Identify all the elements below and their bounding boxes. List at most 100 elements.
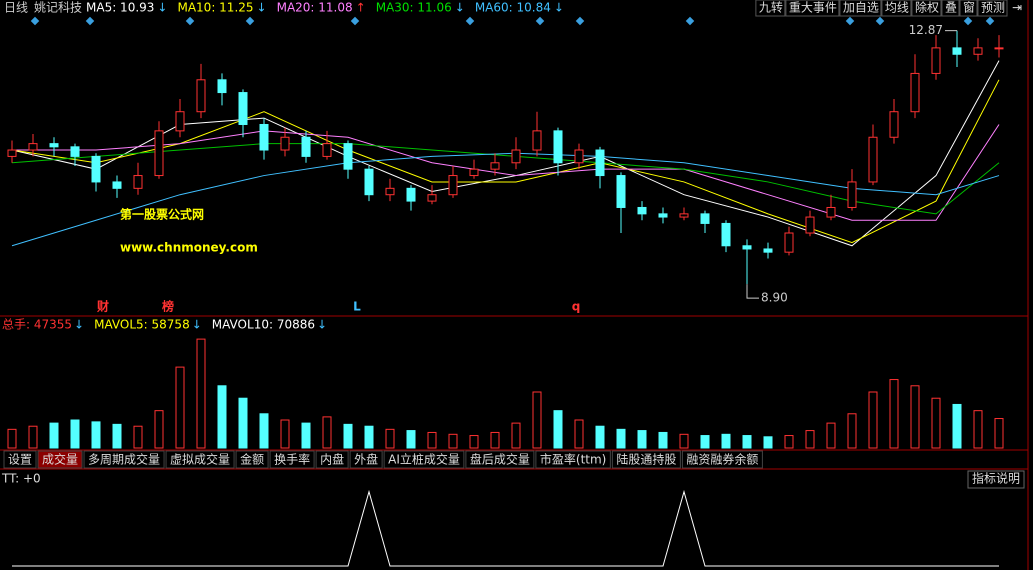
low-pointer [746,284,759,299]
volume-bar [826,422,836,449]
candle-body [994,47,1004,50]
candle-body [322,143,332,157]
candle-body [574,149,584,164]
stock-name: 姚记科技 [34,1,82,15]
candle-body [910,72,920,113]
indicator-tab[interactable]: 盘后成交量 [470,452,530,467]
toolbar-button[interactable]: 加自选 [843,1,879,15]
period-label: 日线 [4,1,28,15]
volume-bar [28,425,38,449]
volume-bar [658,431,668,449]
tab-frame [165,450,235,469]
candle-body [826,206,836,218]
candle-body [280,136,290,151]
event-marker [30,16,40,26]
tab-frame [235,450,269,469]
low-label: 8.90 [761,291,788,305]
button-frame [977,0,1008,17]
candle-body [259,123,269,151]
volume-bar [343,423,353,449]
toolbar-button[interactable]: 预测 [981,1,1005,15]
button-frame [941,0,960,17]
volume-bar [91,421,101,449]
volume-bar [805,430,815,449]
toolbar-button[interactable]: 叠 [945,1,957,15]
candle-body [49,143,59,148]
toolbar-button[interactable]: 重大事件 [789,1,837,15]
candle-body [742,245,752,250]
indicator-tab[interactable]: AI立桩成交量 [388,452,460,467]
volume-bar [133,425,143,449]
candle-body [616,175,626,208]
volume-bar [469,435,479,449]
candle-body [448,175,458,196]
volume-bar [301,422,311,449]
candle-body [637,206,647,215]
candle-body [196,79,206,113]
volume-bar [196,338,206,449]
candle-body [112,181,122,189]
toolbar-button[interactable]: 均线 [885,1,909,15]
volume-bar [406,430,416,449]
event-tag: 财 [96,299,109,314]
event-tag: L [353,300,361,314]
volume-bar [763,436,773,449]
candle-body [763,248,773,253]
button-frame [967,470,1025,489]
candle-body [91,155,101,183]
volume-bar [364,425,374,449]
ma-arrow: ↓ [455,1,465,15]
toolbar-button[interactable]: 窗 [963,1,975,15]
indicator-help-button[interactable]: 指标说明 [972,471,1020,486]
candle-body [553,130,563,164]
indicator-tab[interactable]: 陆股通持股 [616,452,676,467]
candle-body [133,175,143,189]
tt-line [12,489,999,567]
button-frame [959,0,978,17]
volume-bar [721,433,731,449]
tab-frame [383,450,465,469]
candle-body [700,213,710,224]
volume-bar [889,379,899,449]
candle-body [406,187,416,202]
indicator-tab[interactable]: 内盘 [320,452,344,467]
indicator-tab[interactable]: 虚拟成交量 [170,452,230,467]
button-frame [785,0,840,17]
tab-frame [37,450,83,469]
candle-body [847,181,857,208]
candle-body [490,162,500,170]
toolbar-button[interactable]: 除权 [915,0,939,15]
volume-bar [616,428,626,449]
volume-bar [637,430,647,449]
indicator-tab[interactable]: 金额 [240,452,264,467]
tab-frame [465,450,535,469]
indicator-tab[interactable]: 成交量 [42,452,78,467]
tab-frame [535,450,611,469]
indicator-tab[interactable]: 多周期成交量 [88,452,160,467]
button-frame [911,0,942,17]
volume-bar [574,419,584,449]
indicator-tab[interactable]: 外盘 [354,452,378,467]
indicator-tab[interactable]: 设置 [8,453,32,467]
toolbar-button[interactable]: 九转 [759,0,783,15]
volume-bar [553,410,563,449]
ma-legend: MA60: 10.84 [475,1,551,15]
tab-frame [349,450,383,469]
tab-frame [83,450,165,469]
candle-body [805,216,815,234]
ma-arrow: ↑ [356,1,366,15]
candle-body [364,168,374,196]
indicator-tab[interactable]: 融资融券余额 [686,452,758,467]
indicator-tab[interactable]: 换手率 [274,452,310,467]
volume-bar [217,385,227,449]
ma-arrow: ↓ [554,1,564,15]
indicator-tab[interactable]: 市盈率(ttm) [540,452,606,467]
tab-frame [681,450,763,469]
volume-bar [385,428,395,449]
candle-body [175,111,185,132]
volume-legend: 总手: 47355 [2,318,72,332]
volume-bar [175,366,185,449]
volume-bar [679,433,689,449]
